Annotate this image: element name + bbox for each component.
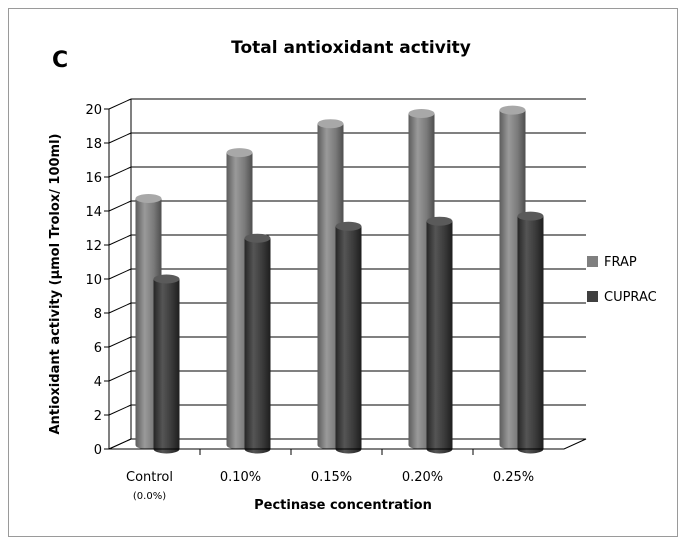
y-tick-label: 8 [94, 307, 102, 322]
y-tick-label: 2 [94, 409, 102, 424]
bar-cuprac [244, 233, 271, 454]
gridline-side [108, 166, 132, 178]
x-tick-label: Control [126, 470, 173, 485]
gridline-side [108, 438, 132, 450]
gridline-side [108, 98, 132, 110]
y-tick-label: 18 [85, 137, 102, 152]
gridline-side [108, 268, 132, 280]
bar-cuprac [426, 216, 453, 454]
x-tick-label: 0.10% [220, 470, 261, 485]
bar-cuprac [153, 274, 180, 454]
x-tick-sublabel: (0.0%) [133, 491, 166, 502]
y-tick-label: 4 [94, 375, 102, 390]
gridline-side [108, 200, 132, 212]
legend-label: FRAP [604, 255, 637, 270]
x-axis-label: Pectinase concentration [254, 498, 432, 513]
legend-label: CUPRAC [604, 290, 657, 305]
chart-frame: C Total antioxidant activity 0 2 4 6 8 10 12 14… [8, 8, 678, 537]
y-tick-labels: 0 2 4 6 8 10 12 14 16 18 20 [85, 103, 109, 458]
y-axis-label: Antioxidant activity (µmol Trolox/ 100ml… [48, 134, 63, 435]
bar-chart: C Total antioxidant activity 0 2 4 6 8 10 12 14… [48, 38, 657, 513]
bar-cuprac [517, 211, 544, 454]
legend-swatch-cuprac [587, 291, 598, 302]
gridline-side [108, 302, 132, 314]
panel-label: C [52, 48, 68, 73]
x-tick-label: 0.25% [493, 470, 534, 485]
x-tick-labels: Control (0.0%) 0.10% 0.15% 0.20% 0.25% [109, 448, 564, 502]
y-tick-label: 10 [85, 273, 102, 288]
gridline-side [108, 234, 132, 246]
y-tick-label: 14 [85, 205, 102, 220]
x-tick-label: 0.15% [311, 470, 352, 485]
chart-title: Total antioxidant activity [231, 38, 471, 58]
y-tick-label: 0 [94, 443, 102, 458]
gridline-side [108, 132, 132, 144]
legend-swatch-frap [587, 256, 598, 267]
y-tick-label: 16 [85, 171, 102, 186]
gridline-side [108, 370, 132, 382]
gridline-side [108, 404, 132, 416]
y-tick-label: 6 [94, 341, 102, 356]
bars [135, 105, 544, 454]
x-tick-label: 0.20% [402, 470, 443, 485]
legend: FRAP CUPRAC [587, 255, 657, 305]
y-tick-label: 20 [85, 103, 102, 118]
y-tick-label: 12 [85, 239, 102, 254]
bar-cuprac [335, 221, 362, 454]
gridline-side [108, 336, 132, 348]
